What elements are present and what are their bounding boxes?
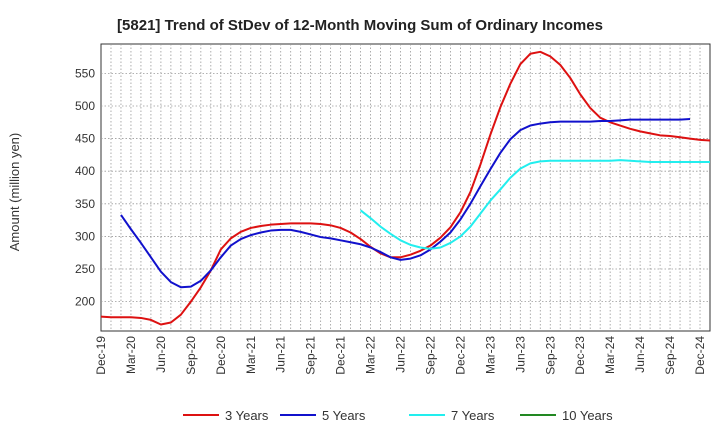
x-tick-label: Jun-23 (513, 336, 527, 373)
x-tick-label: Sep-24 (663, 336, 677, 375)
plot-area (100, 43, 711, 332)
y-tick-label: 300 (75, 229, 95, 243)
x-tick-label: Dec-21 (334, 336, 348, 375)
x-tick-label: Sep-21 (304, 336, 318, 375)
y-tick-label: 450 (75, 132, 95, 146)
y-tick-label: 400 (75, 164, 95, 178)
x-tick-label: Jun-24 (633, 336, 647, 373)
x-axis-ticks: Dec-19 Mar-20 Jun-20 Sep-20 Dec-20 Mar-21 Jun-… (94, 336, 707, 375)
y-tick-label: 250 (75, 262, 95, 276)
legend: 3 Years 5 Years 7 Years 10 Years (183, 408, 613, 423)
x-tick-label: Dec-22 (453, 336, 467, 375)
chart-title: [5821] Trend of StDev of 12-Month Moving… (117, 17, 603, 34)
y-axis-label: Amount (million yen) (7, 133, 22, 252)
x-tick-label: Mar-22 (364, 336, 378, 374)
x-tick-label: Mar-24 (603, 336, 617, 374)
series-line-5-years (120, 118, 691, 289)
x-tick-label: Sep-22 (423, 336, 437, 375)
y-tick-label: 350 (75, 197, 95, 211)
legend-label: 7 Years (451, 408, 495, 423)
series-line-7-years (359, 159, 710, 250)
legend-label: 10 Years (562, 408, 613, 423)
x-tick-label: Dec-19 (94, 336, 108, 375)
x-tick-label: Jun-22 (394, 336, 408, 373)
x-tick-label: Sep-20 (184, 336, 198, 375)
x-tick-label: Mar-23 (483, 336, 497, 374)
x-tick-label: Dec-24 (693, 336, 707, 375)
x-tick-label: Dec-20 (214, 336, 228, 375)
x-tick-label: Jun-20 (154, 336, 168, 373)
y-tick-label: 200 (75, 295, 95, 309)
legend-label: 3 Years (225, 408, 269, 423)
x-tick-label: Dec-23 (573, 336, 587, 375)
x-tick-label: Jun-21 (274, 336, 288, 373)
y-axis-ticks: 200 250 300 350 400 450 500 550 (75, 66, 95, 308)
x-tick-label: Mar-20 (124, 336, 138, 374)
y-tick-label: 500 (75, 99, 95, 113)
series-lines (100, 50, 711, 326)
grid-lines (101, 44, 710, 331)
x-tick-label: Sep-23 (543, 336, 557, 375)
y-tick-label: 550 (75, 66, 95, 80)
x-tick-label: Mar-21 (244, 336, 258, 374)
legend-label: 5 Years (322, 408, 366, 423)
